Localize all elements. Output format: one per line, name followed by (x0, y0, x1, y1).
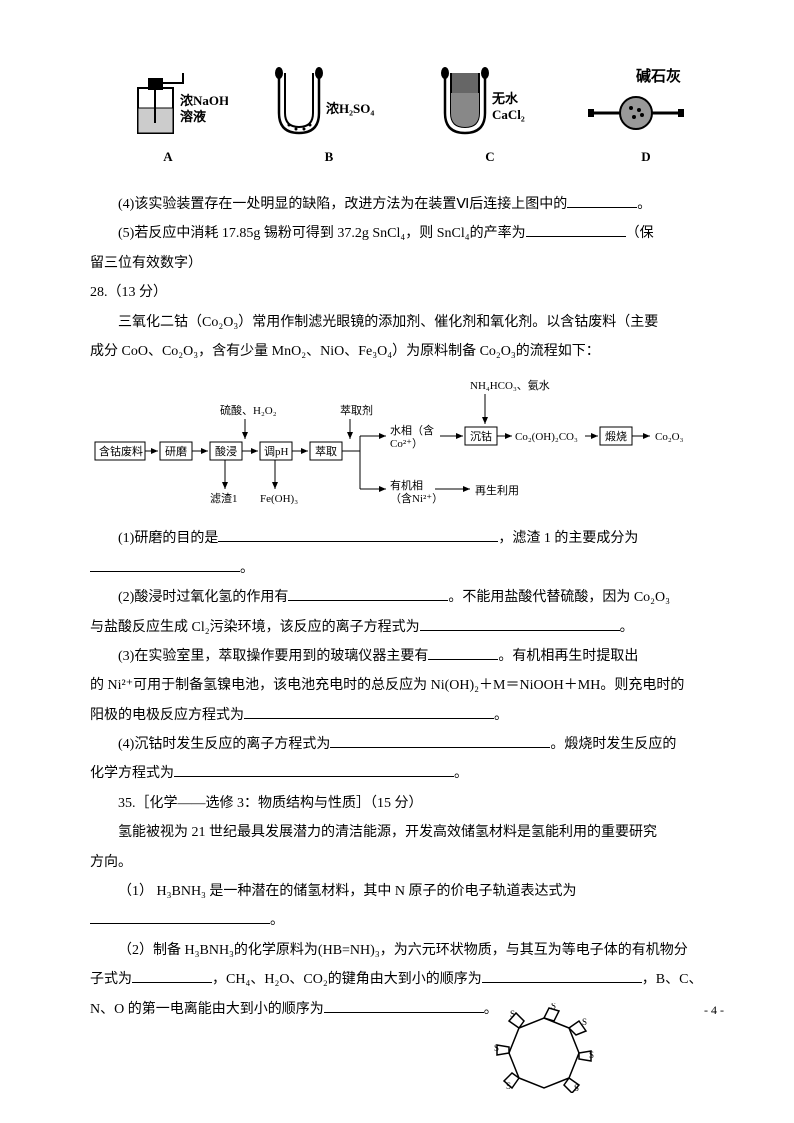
svg-text:S: S (510, 1009, 515, 1019)
question-35-1-line1: （1） H₃BNH₃ 是一种潜在的储氢材料，其中 N 原子的价电子轨道表达式为 (90, 877, 724, 906)
svg-text:溶液: 溶液 (180, 109, 206, 124)
question-28-2-line1: (2)酸浸时过氧化氢的作用有。不能用盐酸代替硫酸，因为 Co₂O₃ (90, 583, 724, 612)
apparatus-b-letter: B (325, 143, 334, 170)
apparatus-a: 浓NaOH 溶液 A (108, 63, 228, 170)
question-28-2-line2: 与盐酸反应生成 Cl₂污染环境，该反应的离子方程式为。 (90, 613, 724, 642)
svg-text:浓NaOH: 浓NaOH (180, 93, 228, 108)
apparatus-b: 浓H₂SO₄ B (264, 63, 394, 170)
svg-text:无水: 无水 (491, 91, 519, 106)
svg-text:Fe(OH)₃: Fe(OH)₃ (260, 493, 298, 505)
question-28-1-line1: (1)研磨的目的是，滤渣 1 的主要成分为 (90, 524, 724, 553)
molecule-structure-icon: S S S S S S S (494, 1003, 594, 1093)
question-28-3-line1: (3)在实验室里，萃取操作要用到的玻璃仪器主要有。有机相再生时提取出 (90, 642, 724, 671)
svg-text:研磨: 研磨 (165, 445, 187, 458)
question-28-header: 28.（13 分） (90, 278, 724, 307)
svg-text:萃取: 萃取 (315, 445, 337, 458)
apparatus-d: 碱石灰 D (586, 63, 706, 170)
svg-text:（含Ni²⁺）: （含Ni²⁺） (390, 491, 443, 505)
question-35-2-line1: （2）制备 H₃BNH₃的化学原料为(HB=NH)₃，为六元环状物质，与其互为等… (90, 936, 724, 965)
svg-text:煅烧: 煅烧 (605, 429, 627, 443)
question-28-4-line1: (4)沉钴时发生反应的离子方程式为。煅烧时发生反应的 (90, 730, 724, 759)
svg-text:NH₄HCO₃、氨水: NH₄HCO₃、氨水 (470, 379, 550, 392)
question-35-intro1: 氢能被视为 21 世纪最具发展潜力的清洁能源，开发高效储氢材料是氢能利用的重要研… (90, 818, 724, 847)
question-5-line2: 留三位有效数字） (90, 249, 724, 278)
svg-text:S: S (574, 1083, 579, 1093)
svg-text:碱石灰: 碱石灰 (636, 67, 681, 85)
question-28-intro2: 成分 CoO、Co₂O₃，含有少量 MnO₂、NiO、Fe₃O₄）为原料制备 C… (90, 337, 724, 366)
question-28-1-line2: 。 (90, 554, 724, 583)
svg-text:萃取剂: 萃取剂 (340, 403, 373, 417)
page-number: - 4 - (704, 998, 724, 1023)
svg-text:S: S (551, 1003, 556, 1011)
question-35-2-line2: 子式为，CH₄、H₂O、CO₂的键角由大到小的顺序为，B、C、 (90, 965, 724, 994)
question-28-4-line2: 化学方程式为。 (90, 759, 724, 788)
svg-text:CaCl₂: CaCl₂ (492, 107, 525, 122)
svg-text:S: S (589, 1050, 594, 1060)
question-35-2-line3: N、O 的第一电离能由大到小的顺序为。 (90, 995, 724, 1024)
apparatus-row: 浓NaOH 溶液 A 浓H₂SO₄ B 无水 CaCl₂ C 碱石 (90, 60, 724, 170)
apparatus-c-letter: C (485, 143, 494, 170)
apparatus-c: 无水 CaCl₂ C (430, 63, 550, 170)
question-4: (4)该实验装置存在一处明显的缺陷，改进方法为在装置Ⅵ后连接上图中的。 (90, 190, 724, 219)
question-28-intro1: 三氧化二钴（Co₂O₃）常用作制滤光眼镜的添加剂、催化剂和氧化剂。以含钴废料（主… (90, 308, 724, 337)
svg-text:Co₂(OH)₂CO₃: Co₂(OH)₂CO₃ (515, 431, 578, 443)
question-35-intro2: 方向。 (90, 848, 724, 877)
svg-text:调pH: 调pH (264, 445, 288, 458)
svg-text:硫酸、H₂O₂: 硫酸、H₂O₂ (220, 403, 277, 417)
svg-text:沉钴: 沉钴 (470, 429, 492, 443)
svg-text:S: S (506, 1081, 511, 1091)
svg-text:滤渣1: 滤渣1 (210, 491, 238, 505)
svg-text:S: S (494, 1043, 499, 1053)
svg-text:水相（含: 水相（含 (390, 423, 434, 437)
svg-text:再生利用: 再生利用 (475, 483, 519, 497)
svg-text:Co²⁺）: Co²⁺） (390, 437, 423, 450)
svg-text:含钴废料: 含钴废料 (99, 444, 143, 458)
question-28-3-line3: 阳极的电极反应方程式为。 (90, 701, 724, 730)
svg-text:浓H₂SO₄: 浓H₂SO₄ (326, 101, 374, 116)
apparatus-d-letter: D (641, 143, 650, 170)
question-35-1-line2: 。 (90, 906, 724, 935)
question-28-3-line2: 的 Ni²⁺可用于制备氢镍电池，该电池充电时的总反应为 Ni(OH)₂＋M＝Ni… (90, 671, 724, 700)
svg-text:S: S (582, 1017, 587, 1027)
svg-text:酸浸: 酸浸 (215, 444, 237, 458)
question-5-line1: (5)若反应中消耗 17.85g 锡粉可得到 37.2g SnCl₄，则 SnC… (90, 219, 724, 248)
question-35-header: 35.［化学——选修 3：物质结构与性质］（15 分） (90, 789, 724, 818)
svg-text:有机相: 有机相 (390, 478, 423, 492)
svg-text:Co₂O₃: Co₂O₃ (655, 431, 684, 443)
apparatus-a-letter: A (163, 143, 172, 170)
process-flow-diagram: 硫酸、H₂O₂ 萃取剂 NH₄HCO₃、氨水 含钴废料 研磨 酸浸 调pH 萃取… (90, 374, 724, 514)
